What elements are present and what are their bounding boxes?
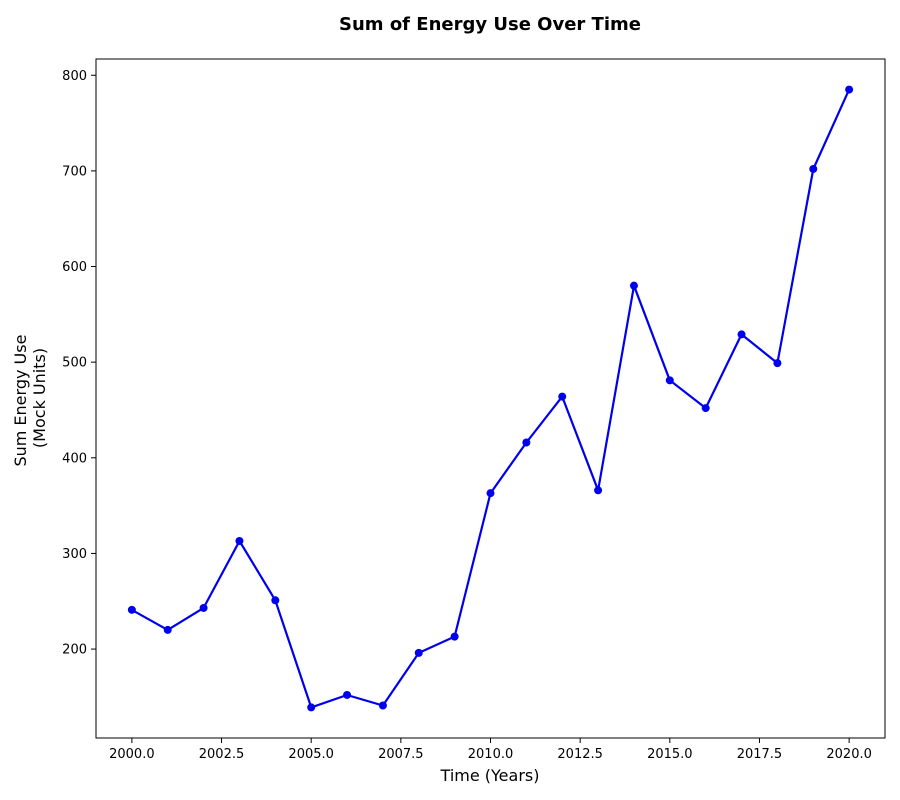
series-points	[127, 85, 854, 712]
data-point	[199, 603, 208, 612]
y-tick-label: 200	[62, 643, 87, 658]
data-point	[845, 85, 854, 94]
y-tick-label: 600	[62, 260, 87, 275]
data-point	[163, 625, 172, 634]
x-tick-label: 2010.0	[468, 747, 514, 762]
x-tick-label: 2005.0	[288, 747, 334, 762]
y-tick-label: 300	[62, 547, 87, 562]
x-tick-label: 2007.5	[378, 747, 424, 762]
data-point	[594, 486, 603, 495]
y-axis-ticks: 200 300 400 500 600 700 800	[62, 69, 96, 658]
series-line	[131, 89, 851, 709]
data-point	[809, 164, 818, 173]
chart-title: Sum of Energy Use Over Time	[339, 14, 641, 35]
data-point	[665, 376, 674, 385]
data-point	[343, 690, 352, 699]
y-tick-label: 400	[62, 451, 87, 466]
data-point	[629, 281, 638, 290]
data-point	[558, 392, 567, 401]
data-point	[522, 438, 531, 447]
plot-area-frame	[95, 58, 886, 739]
data-point	[450, 632, 459, 641]
data-point	[378, 701, 387, 710]
x-tick-label: 2020.0	[826, 747, 872, 762]
data-point	[127, 605, 136, 614]
x-axis-ticks: 2000.0 2002.5 2005.0 2007.5 2010.0 2012.5 2015…	[109, 738, 872, 762]
y-tick-label: 800	[62, 69, 87, 84]
data-point	[773, 359, 782, 368]
data-point	[701, 404, 710, 413]
x-tick-label: 2017.5	[737, 747, 783, 762]
y-tick-label: 500	[62, 356, 87, 371]
x-tick-label: 2000.0	[109, 747, 155, 762]
x-tick-label: 2002.5	[199, 747, 245, 762]
x-tick-label: 2015.0	[647, 747, 693, 762]
x-axis-label: Time (Years)	[440, 766, 540, 785]
data-point	[737, 330, 746, 339]
y-axis-label-line-2: (Mock Units)	[30, 348, 49, 448]
y-axis-label: Sum Energy Use (Mock Units)	[11, 329, 49, 466]
y-axis-label-line-1: Sum Energy Use	[11, 335, 30, 467]
y-tick-label: 700	[62, 164, 87, 179]
data-point	[307, 703, 316, 712]
data-point	[271, 596, 280, 605]
data-point	[486, 489, 495, 498]
data-point	[235, 536, 244, 545]
data-point	[414, 648, 423, 657]
x-tick-label: 2012.5	[557, 747, 603, 762]
